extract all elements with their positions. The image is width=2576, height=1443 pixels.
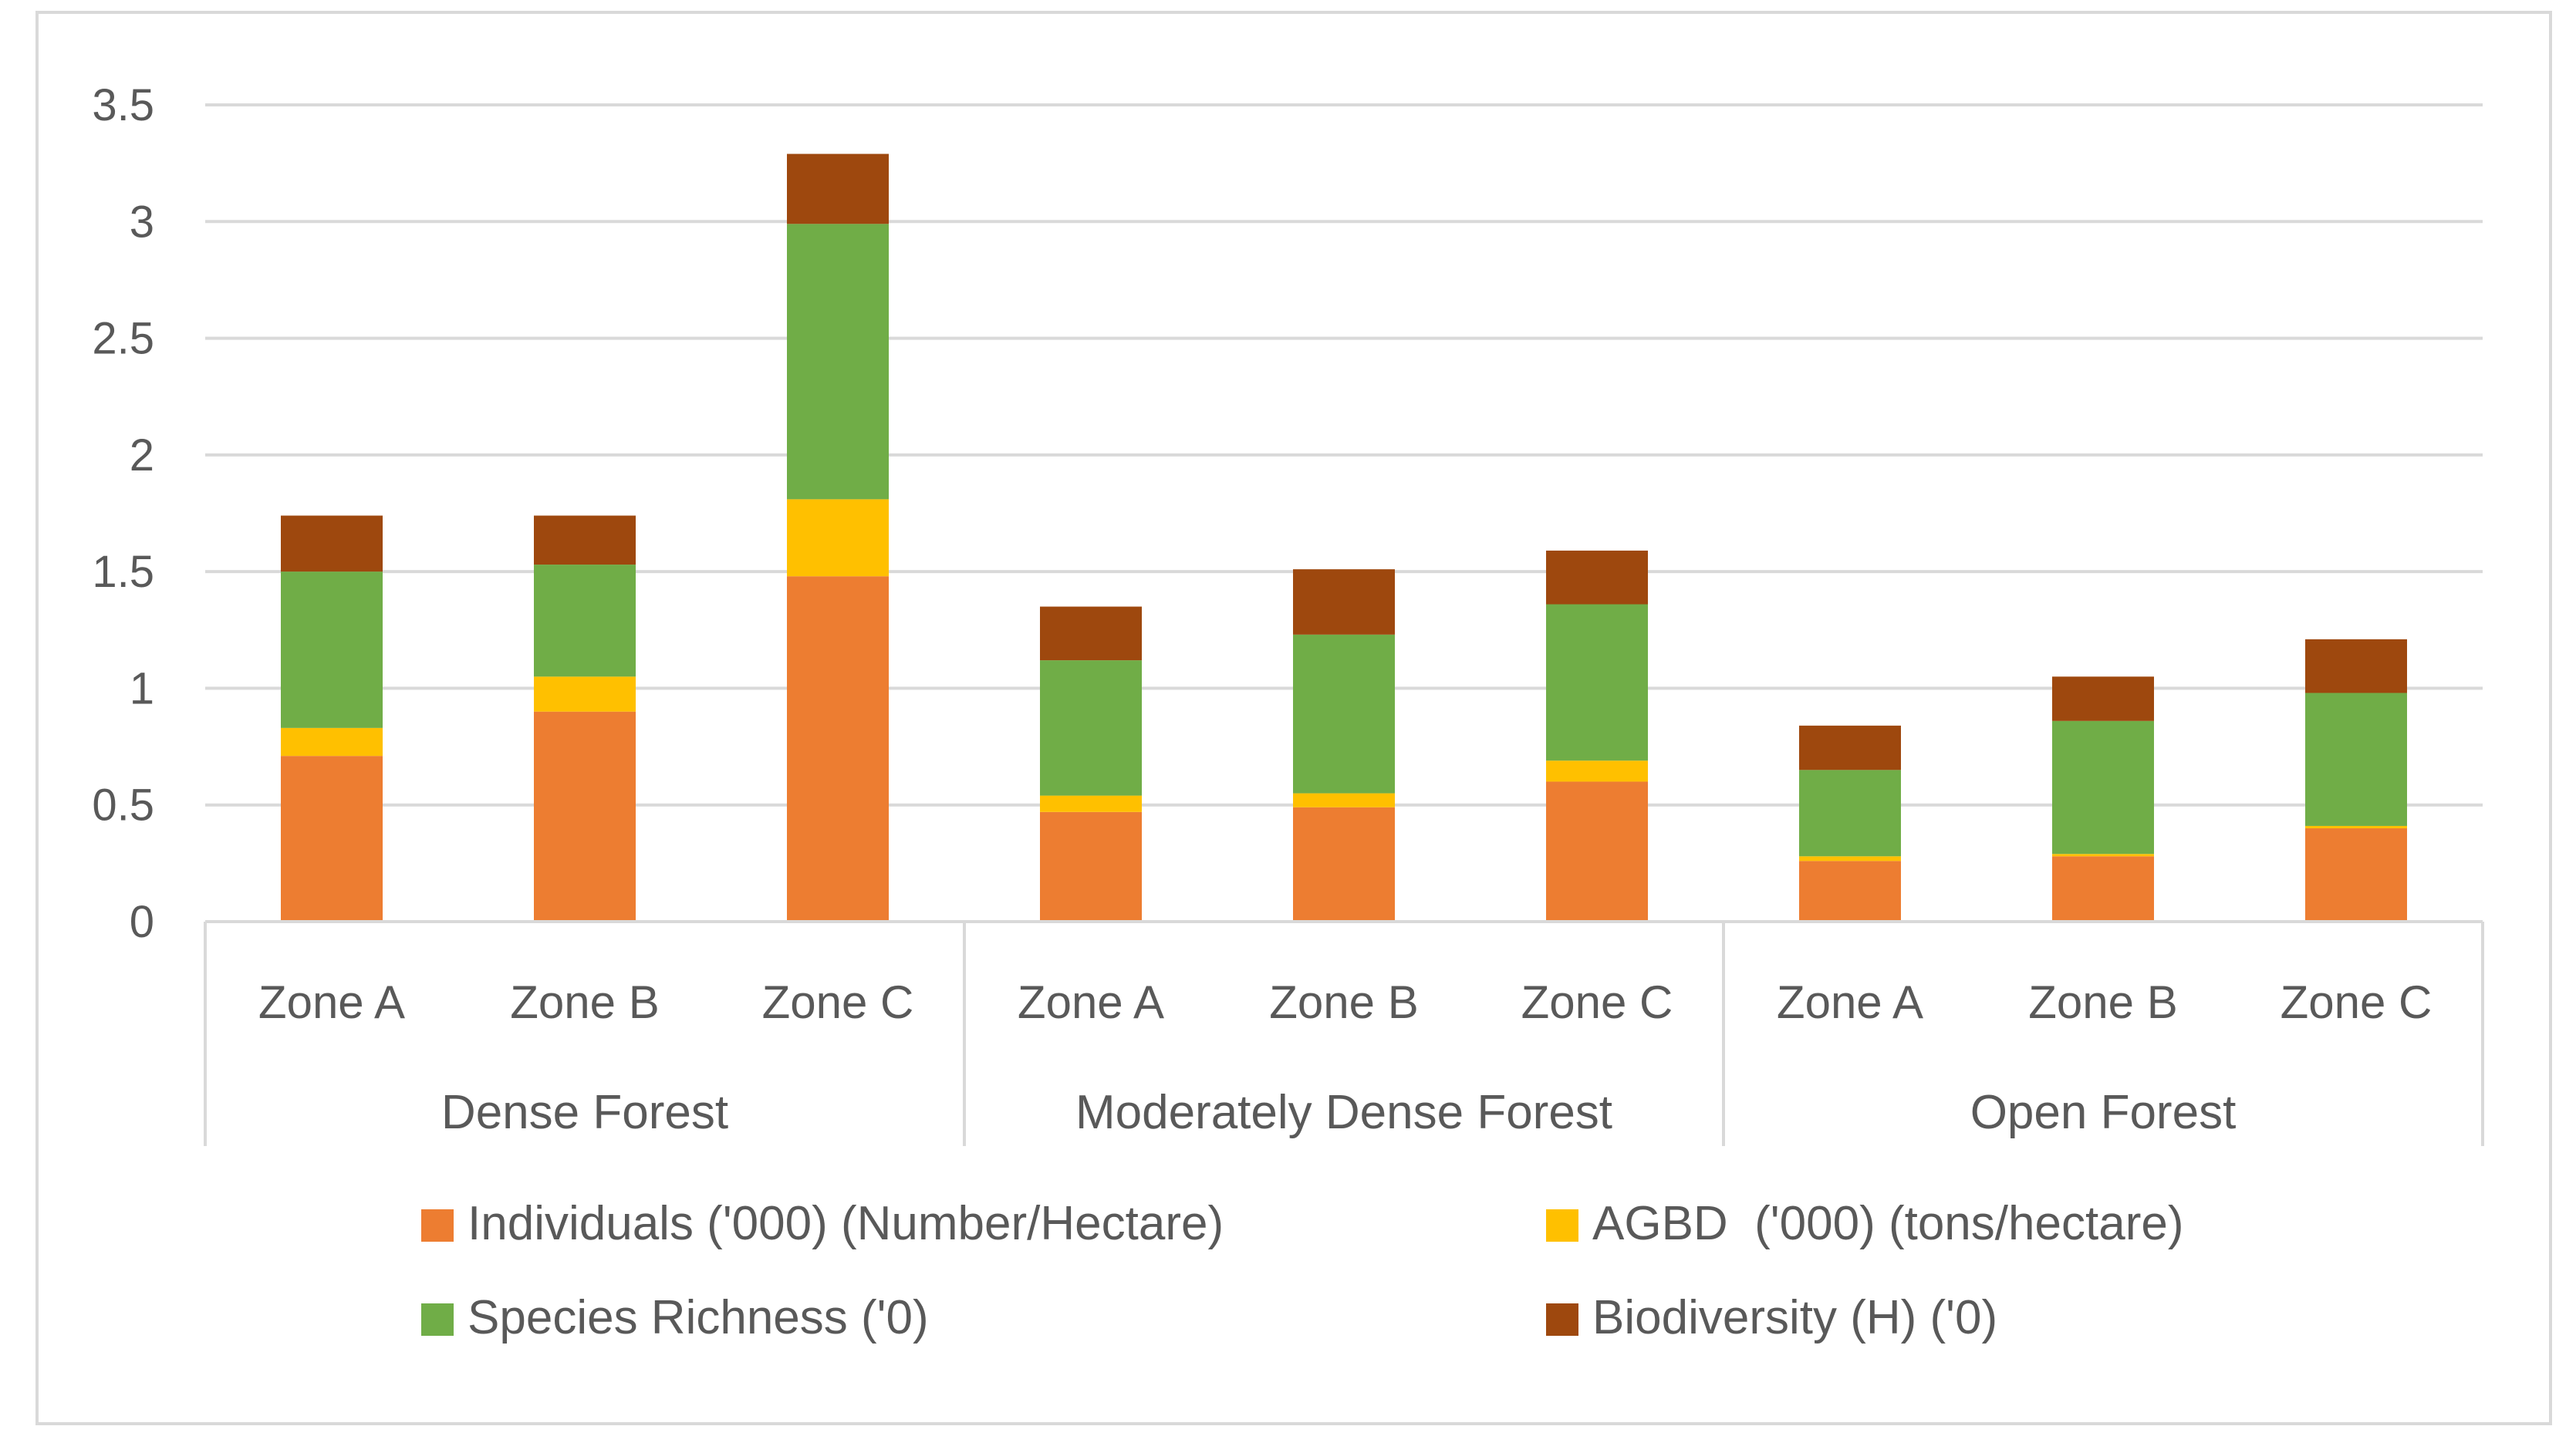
legend-swatch: [1546, 1209, 1578, 1242]
x-category-label: Zone C: [1521, 976, 1673, 1028]
x-group-label: Dense Forest: [441, 1086, 728, 1139]
stacked-bar-chart: Zone A Zone B Zone C Zone A Zone B Zone C Zone…: [92, 80, 2484, 1344]
x-category-label: Zone C: [2281, 976, 2433, 1028]
bar-segment: [787, 499, 889, 577]
bar-segment: [534, 515, 636, 565]
y-tick-label: 0: [130, 897, 154, 947]
legend: Individuals ('000) (Number/Hectare) AGBD …: [421, 1197, 2183, 1344]
bar-segment: [534, 711, 636, 922]
x-category-label: Zone B: [510, 976, 659, 1028]
bar-segment: [1040, 811, 1142, 922]
bar-segment: [1040, 795, 1142, 812]
bar-segment: [2052, 720, 2154, 855]
bar-segment: [281, 727, 383, 757]
y-axis-tick-labels: 0 0.5 1 1.5 2 2.5 3 3.5: [92, 80, 154, 947]
bar-segment: [281, 756, 383, 922]
x-category-label: Zone B: [1269, 976, 1418, 1028]
y-tick-label: 3.5: [92, 80, 154, 130]
legend-swatch: [421, 1303, 454, 1336]
y-tick-label: 3: [130, 197, 154, 247]
bar-segment: [1799, 856, 1901, 861]
bar-segment: [787, 576, 889, 922]
bar-segment: [2305, 639, 2407, 693]
bar-segment: [1293, 634, 1395, 794]
x-category-label: Zone A: [258, 976, 405, 1028]
bar-segment: [2052, 854, 2154, 857]
bar-segment: [2052, 676, 2154, 721]
x-group-label: Open Forest: [1970, 1086, 2237, 1139]
bar-segment: [1293, 569, 1395, 635]
x-axis: Zone A Zone B Zone C Zone A Zone B Zone C Zone…: [204, 920, 2484, 1146]
legend-label: Biodiversity (H) ('0): [1592, 1291, 1997, 1344]
bar-segment: [787, 153, 889, 224]
bar-segment: [281, 571, 383, 728]
y-tick-label: 2: [130, 430, 154, 480]
x-category-label: Zone A: [1777, 976, 1923, 1028]
bar-segment: [1546, 781, 1648, 922]
x-category-label: Zone C: [762, 976, 914, 1028]
x-group-label: Moderately Dense Forest: [1075, 1086, 1612, 1139]
y-tick-label: 0.5: [92, 781, 154, 831]
y-tick-label: 1: [130, 663, 154, 713]
bar-segment: [2052, 856, 2154, 922]
bar-segment: [281, 515, 383, 572]
legend-label: Species Richness ('0): [468, 1291, 929, 1344]
x-category-label: Zone A: [1018, 976, 1164, 1028]
bars: [281, 153, 2407, 922]
bar-segment: [1293, 793, 1395, 807]
legend-label: AGBD ('000) (tons/hectare): [1592, 1197, 2183, 1250]
bar-segment: [1799, 725, 1901, 770]
legend-label: Individuals ('000) (Number/Hectare): [468, 1197, 1224, 1250]
bar-segment: [1040, 606, 1142, 661]
legend-swatch: [1546, 1303, 1578, 1336]
y-tick-label: 2.5: [92, 314, 154, 364]
bar-segment: [787, 224, 889, 500]
bar-segment: [1799, 770, 1901, 857]
y-tick-label: 1.5: [92, 547, 154, 597]
bar-segment: [534, 676, 636, 712]
bar-segment: [1799, 861, 1901, 922]
bar-segment: [534, 565, 636, 677]
bar-segment: [1546, 760, 1648, 782]
legend-swatch: [421, 1209, 454, 1242]
bar-segment: [2305, 825, 2407, 828]
bar-segment: [1546, 604, 1648, 761]
bar-segment: [1293, 807, 1395, 922]
bar-segment: [1040, 660, 1142, 796]
bar-segment: [2305, 693, 2407, 826]
bar-segment: [2305, 828, 2407, 922]
bar-segment: [1546, 550, 1648, 605]
chart-frame: Zone A Zone B Zone C Zone A Zone B Zone C Zone…: [35, 11, 2552, 1425]
x-category-label: Zone B: [2028, 976, 2177, 1028]
